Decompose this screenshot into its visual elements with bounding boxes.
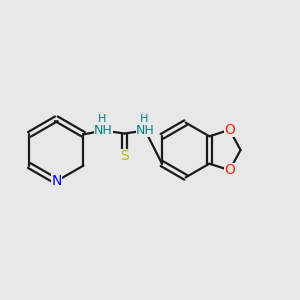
Text: O: O	[224, 123, 235, 137]
Text: S: S	[120, 149, 129, 163]
Text: H: H	[140, 114, 148, 124]
Text: H: H	[98, 114, 106, 124]
Text: NH: NH	[136, 124, 154, 137]
Text: NH: NH	[94, 124, 113, 137]
Text: N: N	[51, 174, 62, 188]
Text: O: O	[224, 163, 235, 177]
